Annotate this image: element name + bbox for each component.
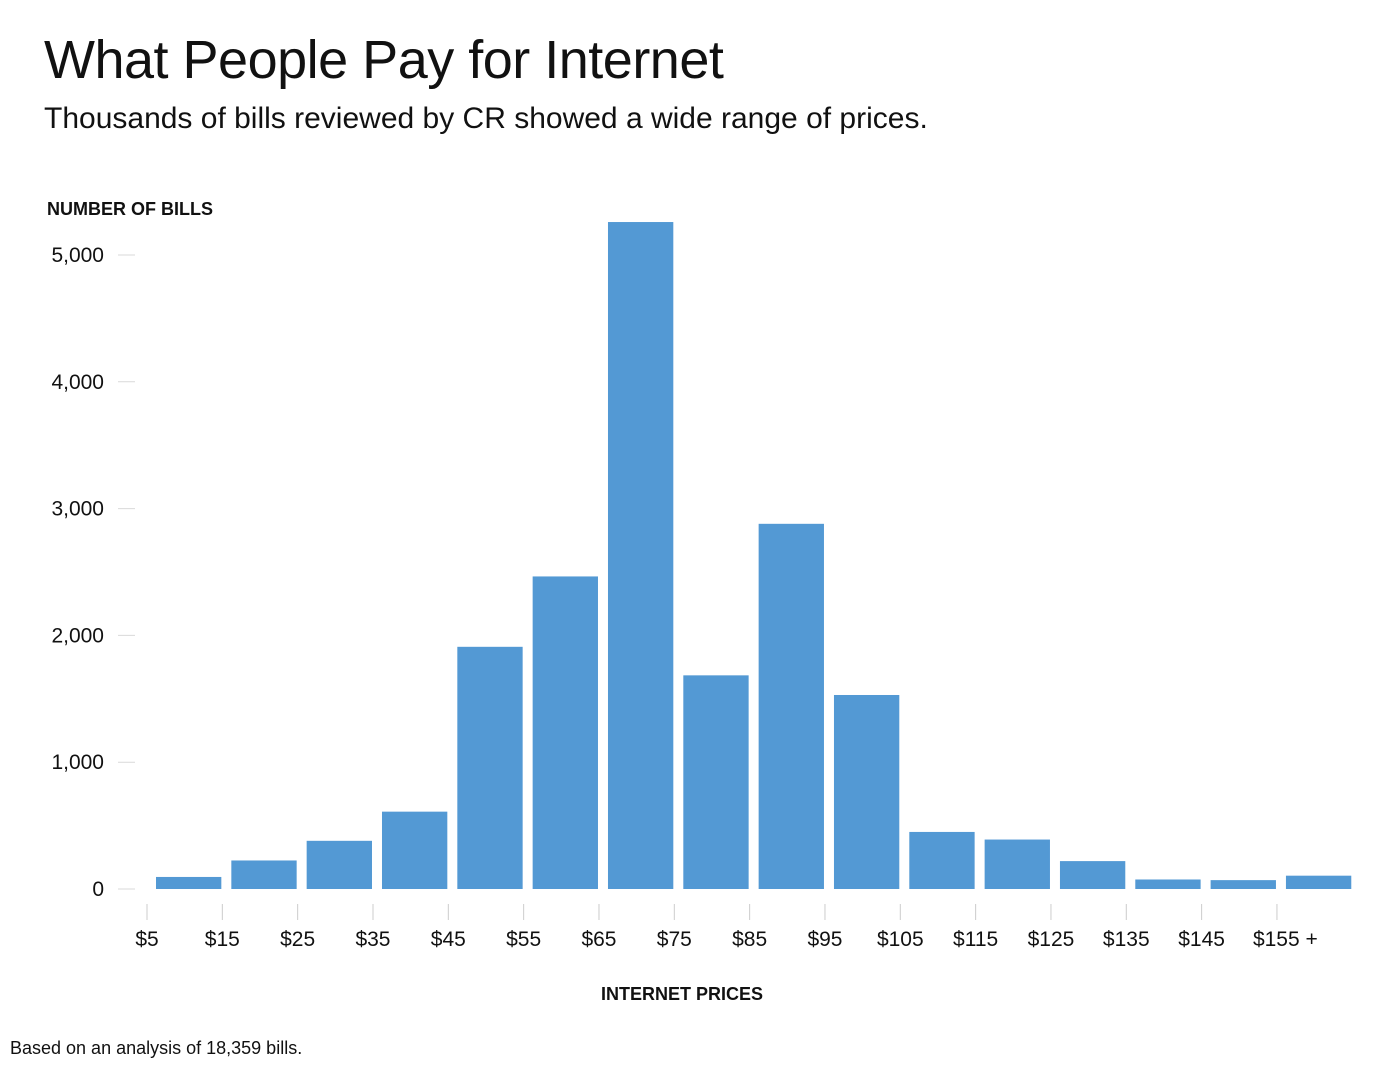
- footnote: Based on an analysis of 18,359 bills.: [10, 1038, 303, 1058]
- y-tick-label: 0: [92, 878, 104, 901]
- x-tick-label: $45: [431, 928, 466, 951]
- y-tick-label: 3,000: [51, 498, 104, 521]
- bar: [683, 675, 749, 889]
- chart-subtitle: Thousands of bills reviewed by CR showed…: [44, 102, 928, 135]
- y-tick-label: 4,000: [51, 371, 104, 394]
- bar: [381, 811, 448, 889]
- bar: [156, 876, 222, 889]
- x-tick-label: $145: [1178, 928, 1225, 951]
- bar: [231, 860, 297, 889]
- x-tick-label: $105: [877, 928, 924, 951]
- bar: [607, 222, 674, 890]
- bar: [1210, 880, 1276, 889]
- x-tick-label: $25: [280, 928, 315, 951]
- x-tick-label: $125: [1028, 928, 1075, 951]
- x-tick-label: $5: [135, 928, 158, 951]
- x-tick-label: $35: [355, 928, 390, 951]
- x-tick-label: $85: [732, 928, 767, 951]
- y-tick-label: 1,000: [51, 751, 104, 774]
- bar: [306, 840, 372, 889]
- bar: [1059, 861, 1126, 889]
- chart-title: What People Pay for Internet: [44, 30, 724, 90]
- x-tick-label: $115: [953, 928, 998, 951]
- bar: [1285, 875, 1352, 889]
- x-axis-title: INTERNET PRICES: [601, 984, 763, 1004]
- y-axis-title: NUMBER OF BILLS: [47, 199, 213, 219]
- y-tick-label: 2,000: [51, 624, 104, 647]
- bar: [758, 523, 824, 889]
- y-axis: 0 1,000 2,000 3,000 4,000 5,000: [51, 244, 135, 901]
- bar: [457, 646, 523, 889]
- x-axis: $5 $15 $25 $35 $45 $55 $65 $75 $85 $95 $105 $115 $12…: [135, 904, 1318, 951]
- x-tick-label: $155 +: [1253, 928, 1318, 951]
- x-tick-label: $135: [1103, 928, 1150, 951]
- bar: [909, 831, 975, 889]
- bar: [532, 576, 598, 889]
- x-tick-label: $65: [581, 928, 616, 951]
- x-tick-label: $75: [657, 928, 692, 951]
- x-tick-label: $15: [205, 928, 240, 951]
- bar: [1135, 879, 1201, 889]
- bar: [984, 839, 1050, 889]
- bars: [156, 222, 1352, 890]
- x-tick-label: $55: [506, 928, 541, 951]
- y-tick-label: 5,000: [51, 244, 104, 267]
- bar: [833, 694, 900, 889]
- x-tick-label: $95: [807, 928, 842, 951]
